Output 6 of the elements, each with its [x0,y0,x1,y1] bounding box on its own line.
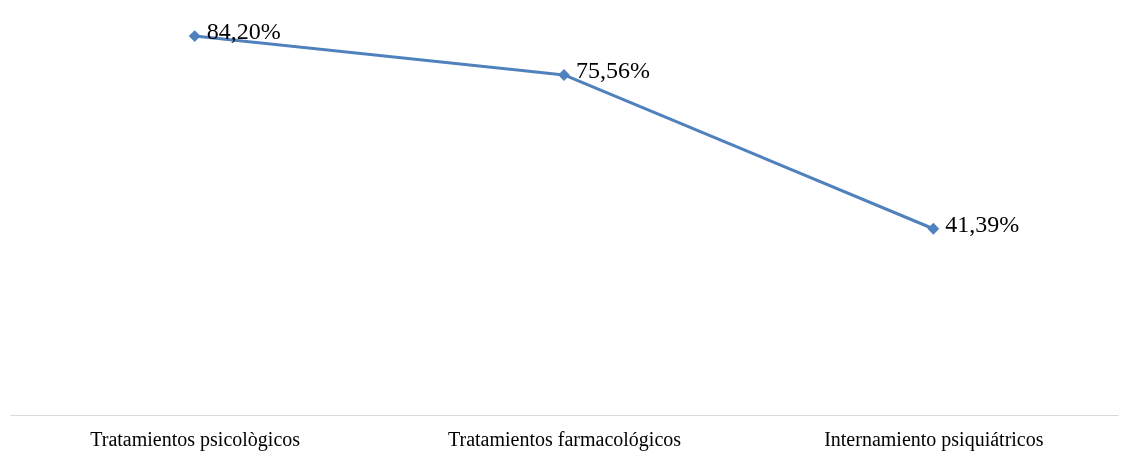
x-tick-label: Tratamientos psicològicos [90,427,301,451]
data-label: 75,56% [576,56,650,83]
x-tick-label: Internamiento psiquiátricos [824,427,1044,451]
x-tick-label: Tratamientos farmacológicos [447,427,682,451]
data-label: 41,39% [945,210,1020,237]
data-label: 84,20% [206,18,281,45]
